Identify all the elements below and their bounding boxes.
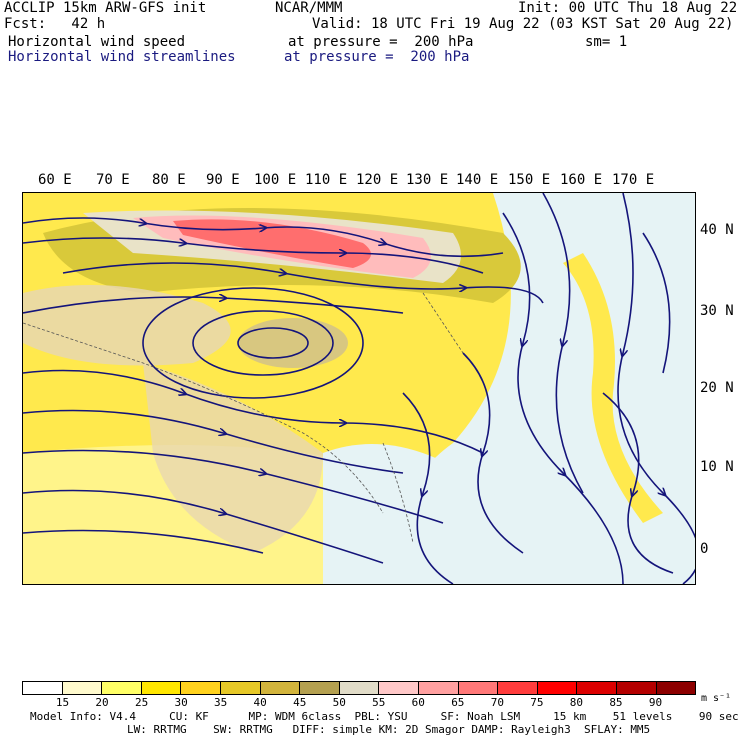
smoothing-label: sm= 1 <box>585 34 628 50</box>
init-time: Init: 00 UTC Thu 18 Aug 22 <box>518 0 738 16</box>
longitude-label: 70 E <box>96 172 130 188</box>
colorbar-label: 20 <box>95 696 109 709</box>
colorbar-swatch <box>141 682 182 694</box>
colorbar-swatch <box>339 682 380 694</box>
colorbar-label: 55 <box>372 696 386 709</box>
field1-level: at pressure = 200 hPa <box>288 34 474 50</box>
colorbar-label: 85 <box>609 696 623 709</box>
colorbar-label: 30 <box>174 696 188 709</box>
longitude-label: 100 E <box>254 172 297 188</box>
colorbar-swatch <box>220 682 261 694</box>
center-label: NCAR/MMM <box>275 0 343 16</box>
colorbar-swatch <box>458 682 499 694</box>
colorbar-label: 65 <box>451 696 465 709</box>
colorbar-swatch <box>537 682 578 694</box>
colorbar-swatch <box>181 682 221 694</box>
colorbar-unit: m s⁻¹ <box>700 693 732 704</box>
longitude-label: 110 E <box>305 172 348 188</box>
colorbar-swatch <box>498 682 538 694</box>
model-info-line2: LW: RRTMG SW: RRTMG DIFF: simple KM: 2D … <box>127 723 651 736</box>
colorbar-swatch <box>577 682 617 694</box>
field2-level: at pressure = 200 hPa <box>284 49 470 65</box>
colorbar-label: 90 <box>648 696 663 709</box>
colorbar-swatch <box>23 682 63 694</box>
colorbar-label: 60 <box>411 696 425 709</box>
longitude-label: 60 E <box>38 172 72 188</box>
colorbar-label: 75 <box>530 696 544 709</box>
colorbar-label: 40 <box>253 696 267 709</box>
forecast-hour: Fcst: 42 h <box>4 16 106 32</box>
model-title: ACCLIP 15km ARW-GFS init <box>4 0 207 16</box>
longitude-label: 120 E <box>356 172 399 188</box>
longitude-label: 170 E <box>612 172 655 188</box>
colorbar-label: 70 <box>490 696 504 709</box>
colorbar-swatch <box>616 682 657 694</box>
colorbar-swatch <box>379 682 419 694</box>
latitude-label: 10 N <box>700 459 734 475</box>
colorbar-swatch <box>418 682 459 694</box>
colorbar-swatch <box>62 682 103 694</box>
colorbar-label: 15 <box>55 696 70 709</box>
colorbar-label: 25 <box>134 696 149 709</box>
longitude-label: 80 E <box>152 172 186 188</box>
field2-name: Horizontal wind streamlines <box>8 49 236 65</box>
wind-speed-colorbar <box>22 681 696 695</box>
model-info-line1: Model Info: V4.4 CU: KF MP: WDM 6class P… <box>30 710 739 723</box>
longitude-label: 140 E <box>456 172 499 188</box>
colorbar-label: 45 <box>293 696 307 709</box>
longitude-label: 160 E <box>560 172 603 188</box>
field1-name: Horizontal wind speed <box>8 34 186 50</box>
colorbar-label: 80 <box>569 696 584 709</box>
latitude-label: 40 N <box>700 222 734 238</box>
latitude-label: 0 <box>700 541 709 557</box>
longitude-label: 130 E <box>406 172 449 188</box>
latitude-label: 20 N <box>700 380 734 396</box>
colorbar-label: 35 <box>214 696 228 709</box>
colorbar-swatch <box>300 682 340 694</box>
longitude-label: 150 E <box>508 172 551 188</box>
colorbar-label: 50 <box>332 696 346 709</box>
colorbar-swatch <box>656 682 696 694</box>
colorbar-swatch <box>260 682 301 694</box>
wind-map <box>22 192 696 585</box>
latitude-label: 30 N <box>700 303 734 319</box>
longitude-label: 90 E <box>206 172 240 188</box>
colorbar-swatch <box>102 682 142 694</box>
valid-time: Valid: 18 UTC Fri 19 Aug 22 (03 KST Sat … <box>312 16 734 32</box>
